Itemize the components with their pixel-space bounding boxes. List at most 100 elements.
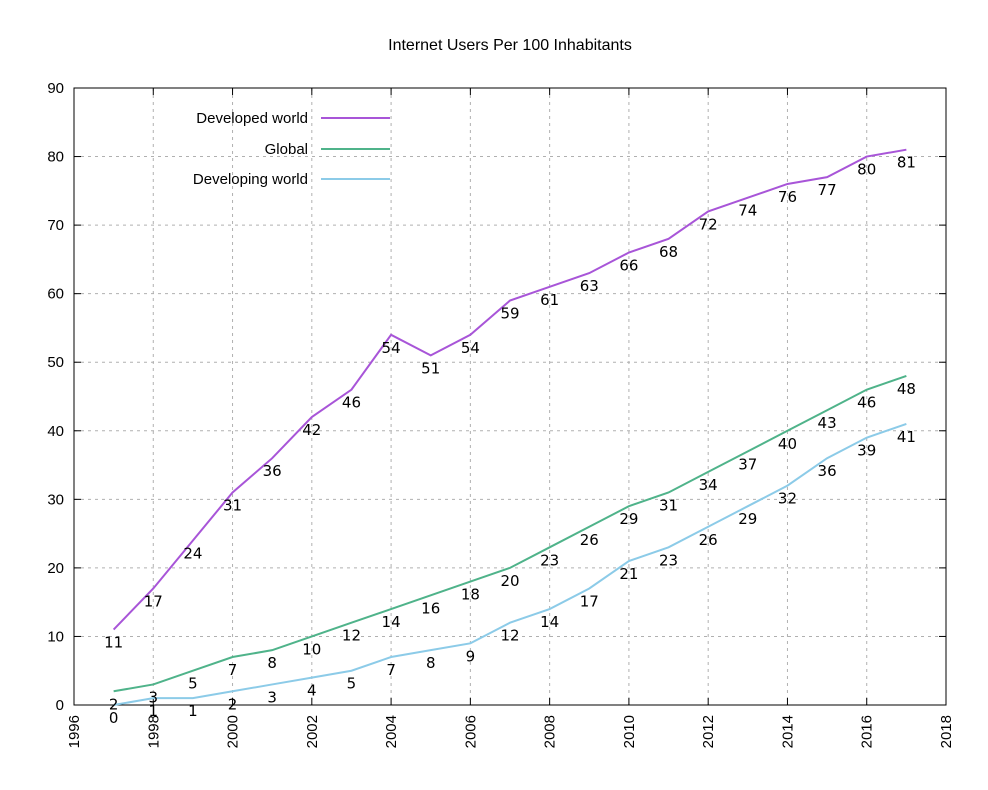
x-tick-label: 2006	[462, 715, 479, 748]
y-tick-label: 90	[47, 80, 64, 97]
series-line-global	[113, 374, 907, 693]
data-label-developing-world: 17	[580, 592, 599, 610]
data-label-developing-world: 5	[347, 675, 357, 693]
x-tick-label: 2002	[304, 715, 321, 748]
y-tick-label: 10	[47, 628, 64, 645]
data-label-developing-world: 39	[857, 442, 876, 460]
y-tick-label: 80	[47, 149, 64, 166]
data-label-developed-world: 72	[699, 215, 718, 233]
data-label-global: 12	[342, 627, 361, 645]
data-label-global: 37	[738, 455, 757, 473]
data-label-developing-world: 14	[540, 613, 559, 631]
series-line-developed-world	[112, 148, 907, 631]
data-label-global: 18	[461, 586, 480, 604]
data-label-developed-world: 11	[104, 634, 123, 652]
data-label-developed-world: 66	[619, 257, 638, 275]
data-label-developed-world: 76	[778, 188, 797, 206]
x-tick-label: 2010	[621, 715, 638, 748]
data-label-developed-world: 24	[183, 544, 202, 562]
x-tick-label: 2000	[225, 715, 242, 748]
x-tick-label: 1998	[145, 715, 162, 748]
data-label-developing-world: 8	[426, 654, 436, 672]
data-label-developing-world: 7	[386, 661, 396, 679]
data-label-global: 8	[267, 654, 277, 672]
data-label-global: 48	[897, 380, 916, 398]
x-tick-label: 2012	[700, 715, 717, 748]
data-label-developed-world: 68	[659, 243, 678, 261]
data-label-global: 46	[857, 394, 876, 412]
y-tick-label: 20	[47, 560, 64, 577]
data-label-developing-world: 21	[619, 565, 638, 583]
data-label-developed-world: 36	[263, 462, 282, 480]
data-label-developed-world: 17	[144, 592, 163, 610]
legend-label-global: Global	[265, 141, 308, 158]
data-label-developing-world: 41	[897, 428, 916, 446]
x-tick-label: 2018	[938, 715, 955, 748]
data-label-developing-world: 4	[307, 682, 317, 700]
data-label-developing-world: 0	[109, 709, 119, 727]
data-label-global: 3	[148, 688, 158, 706]
data-label-developed-world: 80	[857, 161, 876, 179]
data-label-developed-world: 42	[302, 421, 321, 439]
data-label-global: 40	[778, 435, 797, 453]
legend: Developed world Global Developing world	[193, 110, 390, 188]
x-tick-label: 2008	[542, 715, 559, 748]
data-label-developed-world: 46	[342, 394, 361, 412]
series-lines	[112, 148, 907, 706]
y-tick-label: 60	[47, 286, 64, 303]
data-label-developed-world: 77	[818, 181, 837, 199]
data-label-developed-world: 81	[897, 154, 916, 172]
data-label-developing-world: 9	[466, 647, 476, 665]
data-label-developing-world: 3	[267, 688, 277, 706]
data-label-developed-world: 51	[421, 359, 440, 377]
data-label-global: 43	[818, 414, 837, 432]
y-tick-label: 30	[47, 491, 64, 508]
data-label-global: 14	[382, 613, 401, 631]
chart-title: Internet Users Per 100 Inhabitants	[388, 37, 632, 54]
data-label-developing-world: 12	[500, 627, 519, 645]
y-tick-label: 50	[47, 354, 64, 371]
data-label-developed-world: 74	[738, 202, 757, 220]
data-label-developed-world: 31	[223, 496, 242, 514]
plot-frame	[73, 87, 947, 706]
data-label-developed-world: 54	[382, 339, 401, 357]
x-tick-label: 2014	[779, 715, 796, 748]
data-label-developed-world: 61	[540, 291, 559, 309]
legend-label-developed-world: Developed world	[196, 110, 308, 127]
data-label-developing-world: 23	[659, 551, 678, 569]
data-label-global: 20	[500, 572, 519, 590]
y-tick-label: 0	[56, 697, 64, 714]
data-label-developing-world: 36	[818, 462, 837, 480]
data-label-global: 23	[540, 551, 559, 569]
data-label-developing-world: 26	[699, 531, 718, 549]
grid-lines	[74, 88, 946, 705]
data-label-global: 34	[699, 476, 718, 494]
data-label-global: 26	[580, 531, 599, 549]
data-label-global: 2	[109, 695, 119, 713]
data-label-developed-world: 63	[580, 277, 599, 295]
y-tick-label: 40	[47, 423, 64, 440]
data-label-developing-world: 32	[778, 490, 797, 508]
data-label-global: 7	[228, 661, 238, 679]
data-label-developed-world: 54	[461, 339, 480, 357]
x-tick-label: 2004	[383, 715, 400, 748]
x-tick-label: 2016	[859, 715, 876, 748]
data-label-global: 10	[302, 640, 321, 658]
data-label-global: 29	[619, 510, 638, 528]
data-label-developing-world: 29	[738, 510, 757, 528]
data-label-global: 16	[421, 599, 440, 617]
y-tick-label: 70	[47, 217, 64, 234]
data-label-developing-world: 1	[148, 702, 158, 720]
data-label-developed-world: 59	[500, 305, 519, 323]
data-label-developing-world: 1	[188, 702, 198, 720]
data-label-global: 31	[659, 496, 678, 514]
series-line-developing-world	[113, 422, 907, 706]
data-label-developing-world: 2	[228, 695, 238, 713]
legend-label-developing-world: Developing world	[193, 171, 308, 188]
x-tick-label: 1996	[66, 715, 83, 748]
data-label-global: 5	[188, 675, 198, 693]
